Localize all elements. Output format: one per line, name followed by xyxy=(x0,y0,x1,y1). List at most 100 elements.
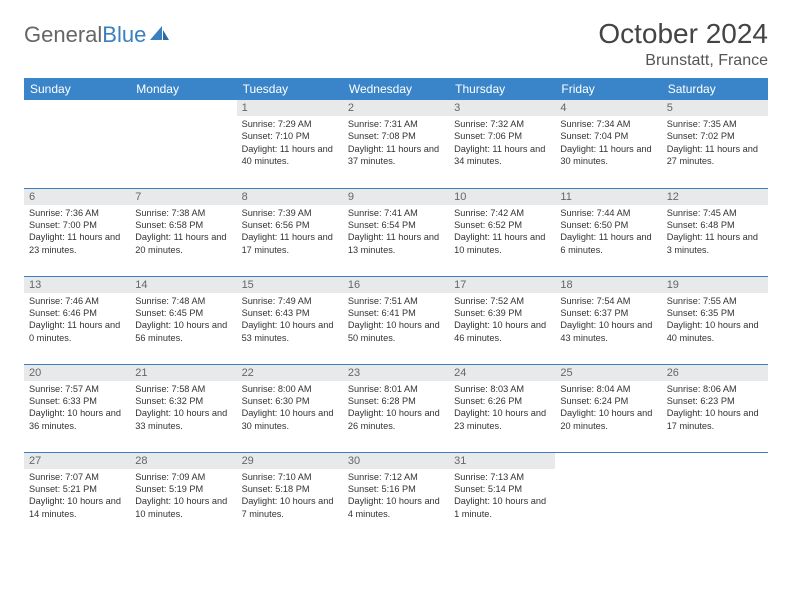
day-number: 26 xyxy=(662,365,768,381)
day-number: 31 xyxy=(449,453,555,469)
day-number: 12 xyxy=(662,189,768,205)
day-number: 20 xyxy=(24,365,130,381)
day-header: Wednesday xyxy=(343,78,449,100)
day-number: 19 xyxy=(662,277,768,293)
calendar-cell: 17Sunrise: 7:52 AMSunset: 6:39 PMDayligh… xyxy=(449,276,555,364)
day-number: 17 xyxy=(449,277,555,293)
day-detail: Sunrise: 7:38 AMSunset: 6:58 PMDaylight:… xyxy=(130,205,236,261)
day-number: 3 xyxy=(449,100,555,116)
day-detail: Sunrise: 7:29 AMSunset: 7:10 PMDaylight:… xyxy=(237,116,343,172)
brand-part1: General xyxy=(24,22,102,48)
day-number: 25 xyxy=(555,365,661,381)
calendar-cell: 7Sunrise: 7:38 AMSunset: 6:58 PMDaylight… xyxy=(130,188,236,276)
calendar-cell: 11Sunrise: 7:44 AMSunset: 6:50 PMDayligh… xyxy=(555,188,661,276)
calendar-row: 6Sunrise: 7:36 AMSunset: 7:00 PMDaylight… xyxy=(24,188,768,276)
day-detail: Sunrise: 7:52 AMSunset: 6:39 PMDaylight:… xyxy=(449,293,555,349)
calendar-cell: 23Sunrise: 8:01 AMSunset: 6:28 PMDayligh… xyxy=(343,364,449,452)
day-number: 16 xyxy=(343,277,449,293)
brand-part2: Blue xyxy=(102,22,146,48)
day-number: 9 xyxy=(343,189,449,205)
day-number: 28 xyxy=(130,453,236,469)
day-detail: Sunrise: 7:44 AMSunset: 6:50 PMDaylight:… xyxy=(555,205,661,261)
day-detail: Sunrise: 7:51 AMSunset: 6:41 PMDaylight:… xyxy=(343,293,449,349)
day-detail: Sunrise: 7:12 AMSunset: 5:16 PMDaylight:… xyxy=(343,469,449,525)
calendar-cell: 18Sunrise: 7:54 AMSunset: 6:37 PMDayligh… xyxy=(555,276,661,364)
day-detail: Sunrise: 7:55 AMSunset: 6:35 PMDaylight:… xyxy=(662,293,768,349)
calendar-cell: 4Sunrise: 7:34 AMSunset: 7:04 PMDaylight… xyxy=(555,100,661,188)
day-number: 5 xyxy=(662,100,768,116)
day-number: 1 xyxy=(237,100,343,116)
calendar-cell: 21Sunrise: 7:58 AMSunset: 6:32 PMDayligh… xyxy=(130,364,236,452)
day-number: 14 xyxy=(130,277,236,293)
calendar-cell: 31Sunrise: 7:13 AMSunset: 5:14 PMDayligh… xyxy=(449,452,555,540)
day-number: 4 xyxy=(555,100,661,116)
day-number: 6 xyxy=(24,189,130,205)
location: Brunstatt, France xyxy=(598,52,768,70)
calendar-cell-empty xyxy=(555,452,661,540)
day-detail: Sunrise: 8:03 AMSunset: 6:26 PMDaylight:… xyxy=(449,381,555,437)
day-detail: Sunrise: 7:57 AMSunset: 6:33 PMDaylight:… xyxy=(24,381,130,437)
calendar-cell-empty xyxy=(130,100,236,188)
calendar-head: SundayMondayTuesdayWednesdayThursdayFrid… xyxy=(24,78,768,100)
calendar-cell: 25Sunrise: 8:04 AMSunset: 6:24 PMDayligh… xyxy=(555,364,661,452)
calendar-cell: 9Sunrise: 7:41 AMSunset: 6:54 PMDaylight… xyxy=(343,188,449,276)
day-header: Friday xyxy=(555,78,661,100)
calendar-cell: 19Sunrise: 7:55 AMSunset: 6:35 PMDayligh… xyxy=(662,276,768,364)
day-header: Thursday xyxy=(449,78,555,100)
day-detail: Sunrise: 7:48 AMSunset: 6:45 PMDaylight:… xyxy=(130,293,236,349)
day-detail: Sunrise: 8:01 AMSunset: 6:28 PMDaylight:… xyxy=(343,381,449,437)
month-title: October 2024 xyxy=(598,18,768,50)
day-header: Saturday xyxy=(662,78,768,100)
calendar-cell: 1Sunrise: 7:29 AMSunset: 7:10 PMDaylight… xyxy=(237,100,343,188)
calendar-cell: 12Sunrise: 7:45 AMSunset: 6:48 PMDayligh… xyxy=(662,188,768,276)
day-number: 15 xyxy=(237,277,343,293)
header: GeneralBlue October 2024 Brunstatt, Fran… xyxy=(24,18,768,70)
calendar-cell: 6Sunrise: 7:36 AMSunset: 7:00 PMDaylight… xyxy=(24,188,130,276)
day-detail: Sunrise: 7:35 AMSunset: 7:02 PMDaylight:… xyxy=(662,116,768,172)
calendar-cell: 8Sunrise: 7:39 AMSunset: 6:56 PMDaylight… xyxy=(237,188,343,276)
day-detail: Sunrise: 7:46 AMSunset: 6:46 PMDaylight:… xyxy=(24,293,130,349)
calendar-cell: 5Sunrise: 7:35 AMSunset: 7:02 PMDaylight… xyxy=(662,100,768,188)
calendar-cell: 2Sunrise: 7:31 AMSunset: 7:08 PMDaylight… xyxy=(343,100,449,188)
day-detail: Sunrise: 8:04 AMSunset: 6:24 PMDaylight:… xyxy=(555,381,661,437)
day-detail: Sunrise: 7:41 AMSunset: 6:54 PMDaylight:… xyxy=(343,205,449,261)
day-detail: Sunrise: 7:32 AMSunset: 7:06 PMDaylight:… xyxy=(449,116,555,172)
day-detail: Sunrise: 7:45 AMSunset: 6:48 PMDaylight:… xyxy=(662,205,768,261)
calendar-cell: 15Sunrise: 7:49 AMSunset: 6:43 PMDayligh… xyxy=(237,276,343,364)
day-detail: Sunrise: 7:39 AMSunset: 6:56 PMDaylight:… xyxy=(237,205,343,261)
day-header: Tuesday xyxy=(237,78,343,100)
calendar-cell: 14Sunrise: 7:48 AMSunset: 6:45 PMDayligh… xyxy=(130,276,236,364)
day-detail: Sunrise: 7:54 AMSunset: 6:37 PMDaylight:… xyxy=(555,293,661,349)
calendar-cell: 20Sunrise: 7:57 AMSunset: 6:33 PMDayligh… xyxy=(24,364,130,452)
day-detail: Sunrise: 7:09 AMSunset: 5:19 PMDaylight:… xyxy=(130,469,236,525)
title-block: October 2024 Brunstatt, France xyxy=(598,18,768,70)
calendar-cell: 3Sunrise: 7:32 AMSunset: 7:06 PMDaylight… xyxy=(449,100,555,188)
calendar-cell: 24Sunrise: 8:03 AMSunset: 6:26 PMDayligh… xyxy=(449,364,555,452)
calendar-cell: 28Sunrise: 7:09 AMSunset: 5:19 PMDayligh… xyxy=(130,452,236,540)
day-detail: Sunrise: 7:10 AMSunset: 5:18 PMDaylight:… xyxy=(237,469,343,525)
day-detail: Sunrise: 7:49 AMSunset: 6:43 PMDaylight:… xyxy=(237,293,343,349)
calendar-cell: 16Sunrise: 7:51 AMSunset: 6:41 PMDayligh… xyxy=(343,276,449,364)
day-number: 24 xyxy=(449,365,555,381)
day-detail: Sunrise: 7:58 AMSunset: 6:32 PMDaylight:… xyxy=(130,381,236,437)
calendar-row: 13Sunrise: 7:46 AMSunset: 6:46 PMDayligh… xyxy=(24,276,768,364)
day-number: 30 xyxy=(343,453,449,469)
calendar-cell: 26Sunrise: 8:06 AMSunset: 6:23 PMDayligh… xyxy=(662,364,768,452)
day-detail: Sunrise: 7:36 AMSunset: 7:00 PMDaylight:… xyxy=(24,205,130,261)
day-number: 13 xyxy=(24,277,130,293)
day-number: 29 xyxy=(237,453,343,469)
day-number: 11 xyxy=(555,189,661,205)
brand-logo: GeneralBlue xyxy=(24,22,170,48)
sail-icon xyxy=(148,22,170,48)
calendar-cell: 27Sunrise: 7:07 AMSunset: 5:21 PMDayligh… xyxy=(24,452,130,540)
day-detail: Sunrise: 7:07 AMSunset: 5:21 PMDaylight:… xyxy=(24,469,130,525)
calendar-row: 27Sunrise: 7:07 AMSunset: 5:21 PMDayligh… xyxy=(24,452,768,540)
day-detail: Sunrise: 7:13 AMSunset: 5:14 PMDaylight:… xyxy=(449,469,555,525)
day-number: 8 xyxy=(237,189,343,205)
calendar-cell: 30Sunrise: 7:12 AMSunset: 5:16 PMDayligh… xyxy=(343,452,449,540)
calendar-cell: 22Sunrise: 8:00 AMSunset: 6:30 PMDayligh… xyxy=(237,364,343,452)
calendar-row: 20Sunrise: 7:57 AMSunset: 6:33 PMDayligh… xyxy=(24,364,768,452)
day-number: 10 xyxy=(449,189,555,205)
day-detail: Sunrise: 7:42 AMSunset: 6:52 PMDaylight:… xyxy=(449,205,555,261)
day-header: Monday xyxy=(130,78,236,100)
